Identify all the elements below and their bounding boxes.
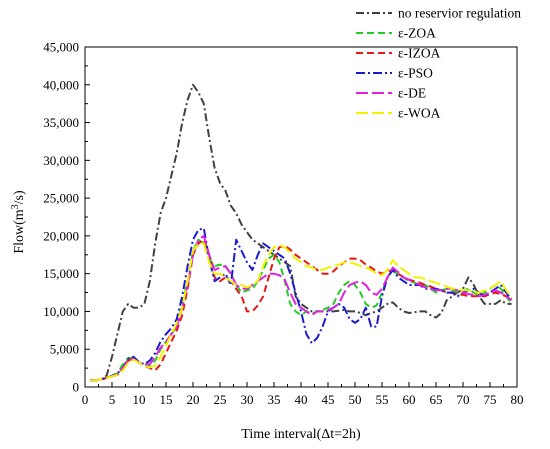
x-tick-label: 65 xyxy=(430,392,443,407)
x-tick-label: 45 xyxy=(322,392,335,407)
x-tick-label: 60 xyxy=(403,392,416,407)
legend-label: ε-PSO xyxy=(398,66,433,81)
x-tick-label: 35 xyxy=(268,392,281,407)
y-tick-label: 5,000 xyxy=(50,342,79,357)
x-tick-label: 5 xyxy=(109,392,116,407)
y-tick-label: 45,000 xyxy=(43,40,79,55)
y-tick-label: 30,000 xyxy=(43,153,79,168)
y-tick-label: 0 xyxy=(73,380,80,395)
series-line-6 xyxy=(90,242,513,382)
x-tick-label: 40 xyxy=(295,392,308,407)
plot-series-group xyxy=(90,83,513,382)
y-tick-label: 15,000 xyxy=(43,266,79,281)
legend-label: ε-ZOA xyxy=(398,26,436,41)
x-tick-label: 15 xyxy=(160,392,173,407)
y-tick-label: 20,000 xyxy=(43,228,79,243)
x-tick-label: 10 xyxy=(133,392,146,407)
x-tick-label: 80 xyxy=(511,392,524,407)
x-tick-label: 55 xyxy=(376,392,389,407)
x-tick-label: 25 xyxy=(214,392,227,407)
legend-label: no reservior regulation xyxy=(398,6,521,21)
y-axis-title-main: Flow(m xyxy=(12,209,27,253)
x-tick-label: 75 xyxy=(484,392,497,407)
x-tick-label: 20 xyxy=(187,392,200,407)
legend-label: ε-DE xyxy=(398,86,426,101)
x-axis: 0 5 10 15 20 25 30 35 40 45 50 55 60 65 70 75 80 xyxy=(82,382,524,407)
x-tick-label: 50 xyxy=(349,392,362,407)
y-axis-title: Flow(m3/s) xyxy=(10,190,27,254)
y-axis-title-tail: /s) xyxy=(12,190,27,204)
y-tick-label: 25,000 xyxy=(43,191,79,206)
series-line-5 xyxy=(90,234,513,382)
y-tick-label: 40,000 xyxy=(43,77,79,92)
x-tick-label: 0 xyxy=(82,392,89,407)
y-axis-title-superscript: 3 xyxy=(10,204,21,209)
legend: no reservior regulation ε-ZOA ε-IZOA ε-PSO ε… xyxy=(356,6,521,121)
plot-frame xyxy=(84,46,518,388)
x-tick-label: 30 xyxy=(241,392,254,407)
y-tick-label: 10,000 xyxy=(43,304,79,319)
legend-label: ε-WOA xyxy=(398,106,441,121)
x-axis-title: Time interval(Δt=2h) xyxy=(241,427,361,442)
y-axis: 0 5,000 10,000 15,000 20,000 25,000 30,000 35,0… xyxy=(43,40,90,395)
x-tick-label: 70 xyxy=(457,392,470,407)
series-line-1 xyxy=(90,83,512,382)
y-tick-label: 35,000 xyxy=(43,115,79,130)
legend-label: ε-IZOA xyxy=(398,46,441,61)
